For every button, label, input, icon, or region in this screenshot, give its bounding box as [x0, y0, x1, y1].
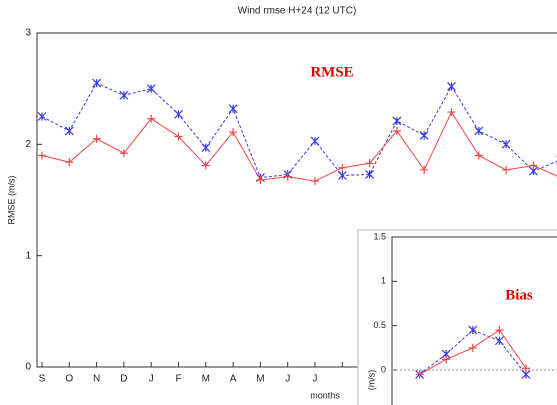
point-marker	[392, 116, 402, 126]
point-marker	[337, 171, 347, 180]
point-marker	[365, 159, 374, 168]
x-tick-label: A	[230, 374, 237, 385]
point-marker	[474, 126, 484, 136]
point-marker	[501, 139, 511, 149]
point-marker	[283, 172, 292, 181]
point-marker	[65, 158, 74, 167]
point-marker	[529, 161, 538, 170]
x-tick-label: M	[256, 374, 264, 385]
point-marker	[495, 326, 504, 335]
inset-annotation: Bias	[505, 287, 533, 303]
point-marker	[147, 114, 156, 123]
series-line	[419, 329, 527, 375]
point-marker	[174, 132, 183, 141]
point-marker	[119, 149, 128, 158]
point-marker	[447, 82, 456, 91]
series-line	[41, 82, 557, 179]
point-marker	[64, 126, 74, 136]
y-tick-label: 1.5	[373, 231, 386, 241]
y-axis-label: RMSE (m/s)	[6, 176, 16, 225]
plot-frame	[36, 32, 557, 368]
x-tick-label: M	[202, 374, 210, 385]
point-marker	[38, 151, 46, 160]
y-tick-label: 3	[25, 28, 31, 39]
point-marker	[502, 165, 511, 174]
point-marker	[494, 336, 504, 346]
point-marker	[420, 165, 429, 174]
y-tick-label: 0	[25, 362, 31, 373]
point-marker	[419, 131, 429, 140]
point-marker	[468, 325, 478, 335]
plot-frame	[391, 236, 557, 405]
point-marker	[442, 355, 451, 364]
point-marker	[92, 134, 101, 143]
x-axis-label: months	[310, 390, 340, 400]
x-tick-label: J	[285, 374, 290, 385]
y-tick-label: 0.5	[373, 320, 386, 330]
series-line	[41, 111, 557, 182]
point-marker	[174, 109, 183, 119]
y-tick-label: 1	[25, 250, 31, 261]
point-marker	[229, 128, 238, 137]
point-marker	[201, 143, 211, 153]
point-marker	[311, 177, 319, 186]
y-tick-label: 1	[381, 276, 386, 286]
x-tick-label: D	[120, 374, 127, 385]
annotation: RMSE	[310, 64, 353, 80]
inset-panel	[357, 229, 557, 405]
point-marker	[392, 126, 401, 135]
point-marker	[201, 161, 210, 170]
point-marker	[365, 169, 375, 179]
point-marker	[92, 78, 102, 88]
point-marker	[119, 90, 129, 100]
chart-title: Wind rmse H+24 (12 UTC)	[238, 6, 357, 17]
x-tick-label: F	[175, 374, 181, 385]
inset-plot: 0 0.5 1 1.5	[373, 231, 557, 405]
point-marker	[228, 104, 238, 114]
point-marker	[338, 163, 347, 172]
point-marker	[522, 364, 530, 373]
x-tick-label: S	[39, 374, 46, 385]
x-tick-label: J	[149, 374, 154, 385]
point-marker	[447, 108, 456, 117]
x-tick-label: N	[93, 374, 100, 385]
y-tick-label: 2	[25, 139, 31, 150]
point-marker	[415, 370, 424, 379]
point-marker	[146, 84, 156, 94]
point-marker	[37, 112, 47, 121]
point-marker	[256, 175, 265, 184]
point-marker	[310, 136, 320, 146]
inset-y-axis-label: (m/s)	[366, 370, 376, 391]
y-tick-label: 0	[381, 364, 386, 374]
point-marker	[468, 343, 477, 352]
point-marker	[474, 151, 483, 160]
x-tick-label: J	[313, 374, 318, 385]
x-tick-label: O	[65, 374, 73, 385]
